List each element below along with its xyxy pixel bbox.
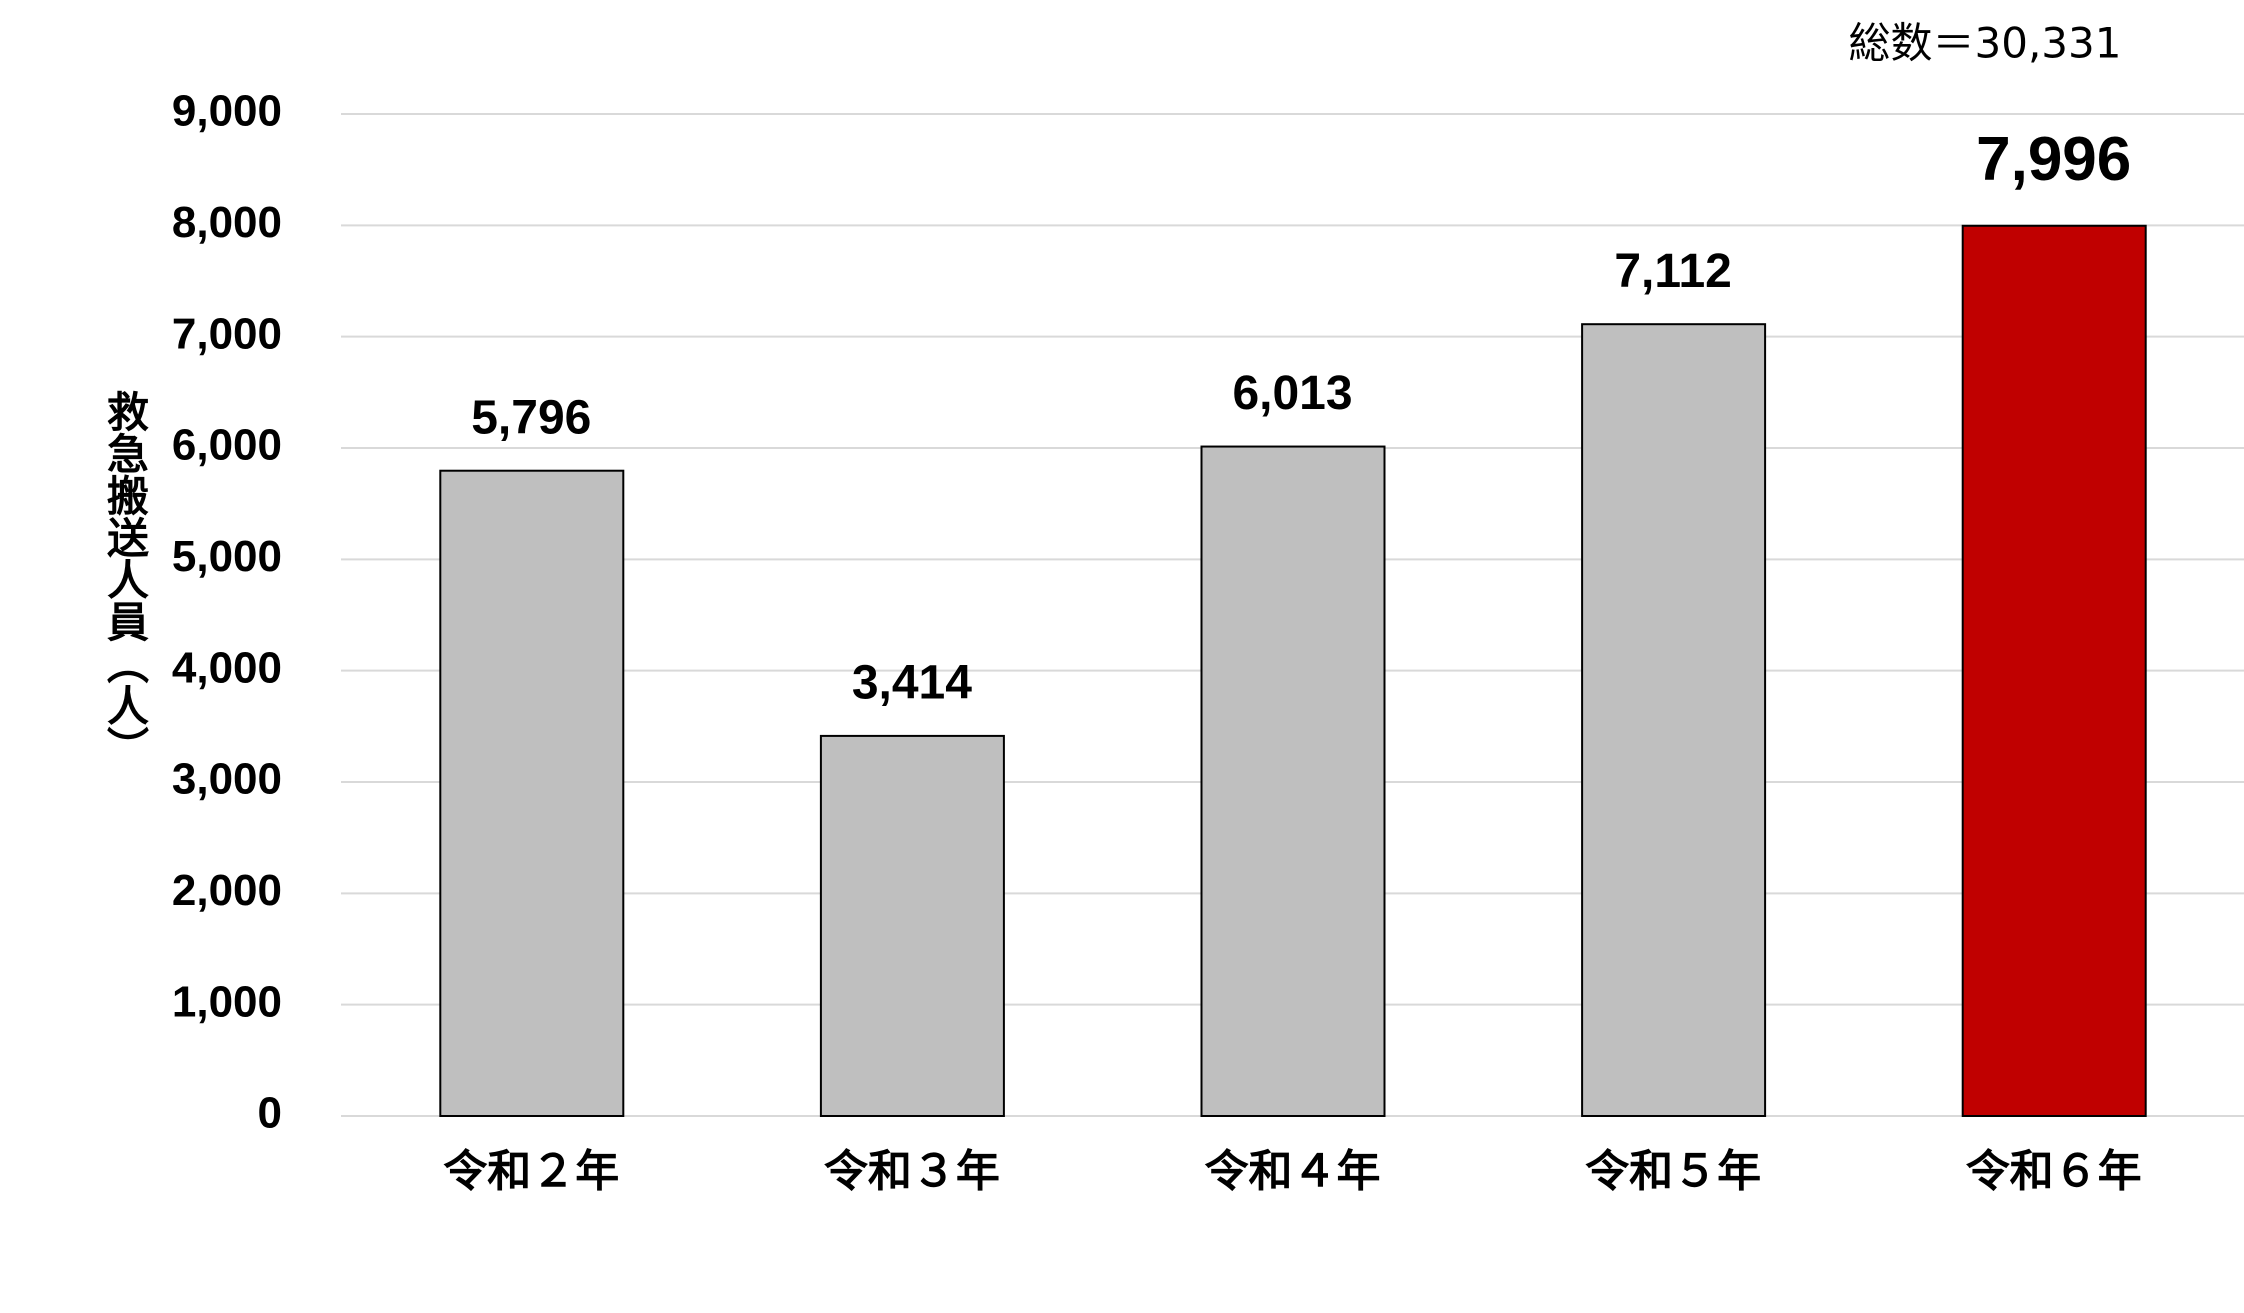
- bar: [439, 469, 625, 1118]
- x-tick-label: 令和３年: [824, 1146, 1000, 1197]
- y-tick-label: 6,000: [172, 421, 282, 470]
- y-tick-label: 2,000: [172, 866, 282, 915]
- bar: [1200, 445, 1386, 1117]
- x-tick-label: 令和６年: [1966, 1146, 2142, 1197]
- y-axis-label: 救急搬送人員（人）: [101, 390, 150, 768]
- y-tick-label: 8,000: [172, 198, 282, 247]
- y-tick-label: 5,000: [172, 532, 282, 581]
- bar: [1581, 323, 1767, 1117]
- y-tick-label: 1,000: [172, 977, 282, 1026]
- value-label: 6,013: [1232, 367, 1352, 420]
- y-tick-label: 0: [258, 1089, 282, 1138]
- value-label: 5,796: [471, 391, 591, 444]
- total-annotation: 総数＝30,331: [1849, 19, 2122, 68]
- y-tick-label: 9,000: [172, 87, 282, 136]
- y-tick-label: 4,000: [172, 643, 282, 692]
- x-tick-label: 令和５年: [1585, 1146, 1761, 1197]
- value-label: 7,112: [1614, 245, 1731, 298]
- y-tick-label: 7,000: [172, 309, 282, 358]
- value-label: 7,996: [1976, 125, 2131, 194]
- y-tick-label: 3,000: [172, 755, 282, 804]
- value-label: 3,414: [852, 657, 972, 710]
- bar: [1961, 224, 2147, 1117]
- bar: [819, 734, 1005, 1118]
- x-tick-label: 令和２年: [443, 1146, 619, 1197]
- x-tick-label: 令和４年: [1205, 1146, 1381, 1197]
